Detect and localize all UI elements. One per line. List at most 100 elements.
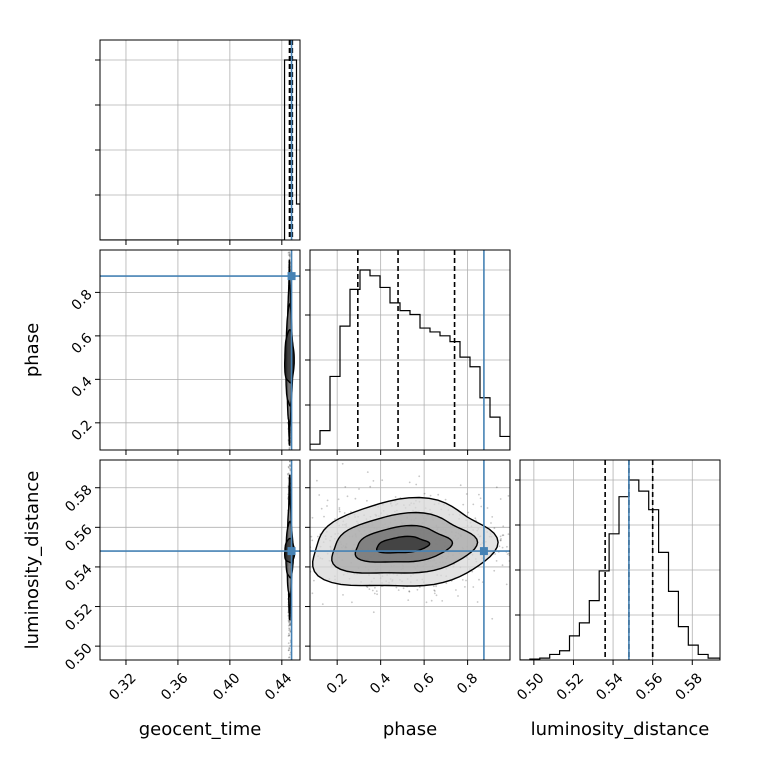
y-tick-label: 0.52 [62,601,95,634]
sample-point [320,507,323,510]
sample-point [429,494,432,497]
sample-point [381,479,384,482]
sample-point [311,592,314,595]
sample-point [287,642,290,645]
sample-point [287,624,290,627]
sample-point [288,452,290,454]
sample-point [433,592,436,595]
x-tick-label: 0.54 [593,670,626,703]
sample-point [289,451,291,453]
sample-point [459,484,462,487]
sample-point [288,623,291,626]
sample-point [305,485,307,487]
sample-point [472,586,475,588]
sample-point [288,460,291,463]
sample-point [288,454,290,456]
x-tick-label: 0.4 [367,670,394,697]
sample-point [472,503,475,506]
sample-point [372,480,375,482]
sample-point [288,634,291,636]
sample-point [271,555,273,557]
sample-point [346,495,349,498]
x-axis-label-geocent_time: geocent_time [139,719,262,740]
sample-point [289,631,292,633]
sample-point [288,448,291,450]
density-contour [284,328,295,384]
x-axis-label-phase: phase [383,719,437,740]
sample-point [288,632,290,635]
sample-point [495,486,498,489]
sample-point [287,213,289,215]
sample-point [289,456,291,458]
sample-point [288,627,290,630]
sample-point [494,553,496,555]
sample-point [493,527,496,530]
sample-point [500,538,502,540]
y-tick-label: 0.8 [69,287,96,314]
panel-frame [99,39,301,241]
sample-point [491,516,494,518]
sample-point [288,649,290,652]
sample-point [321,603,324,605]
panel-frame [309,249,511,451]
sample-point [288,621,290,624]
sample-point [563,537,565,539]
sample-point [338,510,341,513]
sample-point [505,583,508,586]
sample-point [513,536,515,538]
sample-point [310,535,313,538]
sample-point [288,457,290,459]
sample-point [408,481,411,484]
sample-point [288,446,291,449]
sample-point [269,544,271,546]
sample-point [464,586,466,588]
sample-point [471,570,474,573]
sample-point [301,543,303,545]
sample-point [288,628,291,630]
sample-point [318,494,321,496]
sample-point [296,502,298,504]
y-tick-label: 0.50 [62,640,95,673]
sample-point [507,495,510,497]
sample-point [288,258,291,260]
sample-point [416,588,419,591]
panel-scatter-geocent_time-phase [100,213,300,457]
sample-point [338,507,341,509]
sample-point [513,577,515,579]
sample-point [491,617,494,620]
sample-point [551,543,553,545]
sample-point [288,629,291,632]
sample-point [465,493,468,495]
sample-point [521,545,523,547]
sample-point [288,670,290,672]
y-tick-label: 0.6 [69,330,96,357]
sample-point [287,254,290,256]
sample-point [288,455,290,457]
sample-point [495,560,498,562]
sample-point [313,579,315,582]
sample-point [430,599,433,602]
sample-point [433,589,436,592]
sample-point [288,451,290,453]
sample-point [302,560,304,562]
truth-marker [479,547,488,556]
sample-point [529,533,531,535]
sample-point [415,483,418,486]
sample-point [499,498,502,500]
sample-point [506,553,509,555]
sample-point [397,589,400,591]
sample-point [288,464,291,467]
x-tick-label: 0.56 [633,670,666,703]
sample-point [523,538,525,540]
panel-scatter-geocent_time-luminosity_distance [100,451,300,672]
sample-point [311,539,314,542]
x-tick-label: 0.32 [106,670,139,703]
sample-point [289,653,291,656]
sample-point [288,452,290,454]
sample-point [537,572,539,574]
sample-point [289,469,292,472]
sample-point [251,512,253,514]
sample-point [562,486,564,488]
sample-point [506,545,508,548]
sample-point [288,620,291,623]
